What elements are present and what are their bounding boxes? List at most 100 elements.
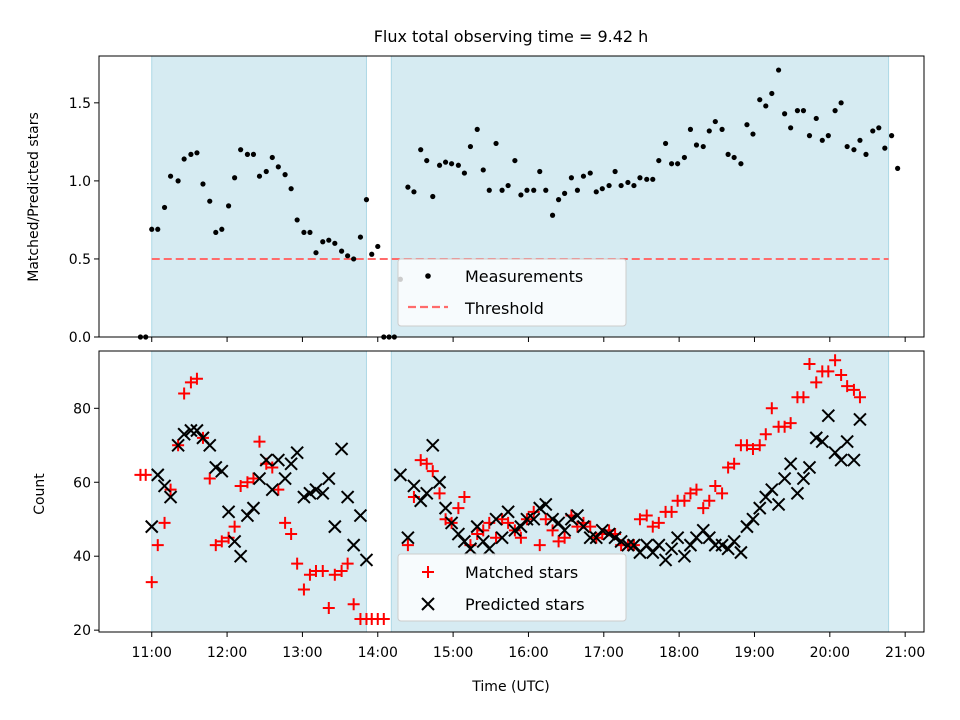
measurement-point — [644, 176, 650, 182]
matched-star-point — [414, 454, 427, 467]
predicted-star-point — [734, 545, 748, 560]
measurement-point — [838, 100, 844, 106]
measurement-point — [418, 147, 424, 153]
measurement-point — [693, 142, 700, 148]
measurement-point — [537, 168, 543, 175]
predicted-star-point — [715, 538, 729, 552]
measurement-point — [411, 189, 417, 195]
matched-star-point — [164, 483, 177, 496]
predicted-star-point — [564, 512, 579, 526]
measurement-point — [618, 182, 624, 189]
predicted-star-point — [545, 512, 560, 526]
predicted-star-point — [284, 457, 298, 471]
measurement-point — [238, 147, 244, 153]
measurement-point — [194, 150, 200, 156]
measurement-point — [332, 240, 338, 246]
matched-star-point — [652, 516, 665, 529]
matched-star-point — [797, 391, 810, 404]
matched-star-point — [203, 472, 216, 485]
measurement-point — [467, 143, 474, 150]
matched-star-point — [297, 583, 310, 596]
matched-star-point — [209, 539, 222, 552]
measurement-point — [424, 157, 430, 164]
matched-star-point — [184, 376, 197, 389]
matched-star-point — [728, 457, 741, 470]
matched-star-point — [514, 531, 527, 544]
matched-star-point — [778, 420, 791, 433]
top-y-tick-label: 0.5 — [69, 252, 91, 268]
predicted-star-point — [297, 490, 311, 504]
measurement-point — [555, 197, 562, 203]
measurement-point — [562, 190, 568, 196]
predicted-star-point — [171, 438, 185, 452]
bottom-shaded-interval — [151, 351, 367, 632]
matched-star-point — [665, 505, 678, 518]
predicted-star-point — [853, 412, 867, 427]
x-tick-label: 12:00 — [207, 645, 247, 661]
predicted-star-point — [753, 501, 767, 515]
predicted-star-point — [463, 542, 478, 556]
matched-star-point — [527, 505, 540, 518]
matched-star-point — [145, 576, 158, 589]
measurement-point — [870, 128, 876, 134]
measurement-point — [493, 140, 499, 147]
matched-star-point — [439, 513, 452, 526]
bottom-y-tick-label: 20 — [73, 623, 91, 639]
measurement-point — [593, 189, 599, 195]
predicted-star-point — [815, 434, 829, 449]
measurement-point — [700, 143, 706, 150]
measurement-point — [813, 115, 819, 122]
matched-star-point — [241, 476, 254, 489]
predicted-star-point — [783, 457, 798, 471]
bottom-legend-box — [397, 553, 627, 622]
predicted-star-point — [652, 538, 666, 552]
measurement-point — [188, 151, 194, 157]
measurement-point — [543, 187, 549, 193]
matched-star-point — [215, 535, 228, 548]
matched-star-point — [584, 520, 597, 533]
measurement-point — [882, 145, 888, 151]
measurement-point — [524, 187, 530, 193]
measurement-point — [486, 187, 492, 193]
measurement-point — [307, 229, 313, 236]
measurement-point — [301, 229, 307, 236]
measurement-point — [294, 217, 300, 223]
matched-star-point — [633, 513, 646, 526]
measurement-point — [455, 162, 461, 168]
x-axis-label: Time (UTC) — [471, 679, 549, 695]
measurement-point — [430, 193, 436, 200]
bottom-axes-frame — [98, 350, 925, 633]
predicted-star-point — [796, 471, 811, 486]
measurement-point — [669, 161, 675, 167]
predicted-star-point — [309, 482, 323, 497]
matched-star-point — [746, 442, 759, 455]
measurement-point — [531, 187, 537, 193]
measurement-point — [637, 175, 643, 181]
predicted-star-point — [221, 505, 236, 519]
x-tick-label: 17:00 — [584, 645, 624, 661]
measurement-point — [788, 125, 794, 131]
measurement-point — [320, 239, 326, 245]
predicted-star-point — [602, 527, 616, 541]
matched-star-point — [341, 557, 354, 570]
matched-star-point — [253, 435, 266, 448]
predicted-star-point — [215, 464, 229, 478]
measurement-point — [650, 176, 656, 182]
matched-star-point — [303, 568, 316, 581]
predicted-star-point — [334, 442, 349, 456]
x-tick-label: 14:00 — [358, 645, 398, 661]
predicted-star-point — [557, 523, 572, 538]
predicted-star-point — [658, 553, 673, 567]
measurement-point — [339, 248, 345, 254]
predicted-star-point — [145, 519, 159, 534]
matched-star-point — [452, 502, 465, 515]
measurement-point — [549, 212, 556, 218]
matched-star-point — [690, 483, 703, 496]
measurement-point — [449, 161, 455, 167]
predicted-star-point — [614, 534, 628, 549]
measurement-point — [505, 182, 511, 189]
top-y-tick-label: 0.0 — [69, 330, 91, 346]
x-tick-label: 13:00 — [282, 645, 322, 661]
predicted-star-point — [157, 479, 172, 493]
matched-star-point — [678, 494, 691, 507]
